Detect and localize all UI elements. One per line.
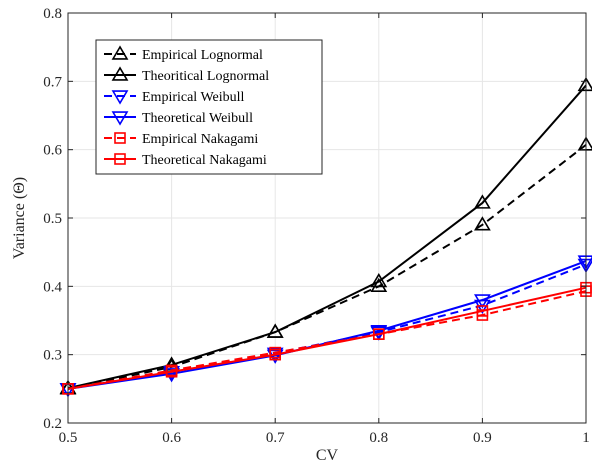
data-point [370,277,388,293]
data-point [474,194,491,209]
series-line [67,286,587,390]
series-layer [59,76,592,398]
y-tick-label: 0.3 [43,348,62,364]
data-point [476,305,489,317]
series-theoretical-nakagami [62,281,592,395]
legend-label: Theoritical Lognormal [142,69,269,84]
y-axis-label: Variance (Θ) [11,177,28,259]
y-tick-label: 0.5 [43,211,62,227]
data-point [370,325,388,340]
legend-marker [111,90,129,105]
legend-label: Theoretical Weibull [142,111,253,126]
legend-label: Empirical Lognormal [142,48,263,63]
series-empirical-lognormal [59,136,592,395]
legend-entry: Theoritical Lognormal [104,66,269,84]
y-tick-label: 0.6 [43,143,62,159]
series-line [67,290,587,390]
x-tick-label: 0.6 [162,430,181,446]
y-tick-label: 0.2 [43,416,62,432]
series-theoretical-weibull [59,255,592,398]
data-point [269,348,282,361]
legend-box [95,39,323,175]
x-tick-label: 1 [582,430,590,446]
legend-label: Empirical Nakagami [142,132,258,147]
legend-marker [111,66,129,81]
legend-entry: Empirical Weibull [104,90,245,105]
series-line [67,260,587,390]
legend-label: Empirical Weibull [142,90,245,105]
legend-entry: Theoretical Weibull [104,111,253,126]
data-point [370,272,388,288]
x-tick-label: 0.8 [369,430,388,446]
data-point [474,294,491,309]
x-axis-label: CV [316,447,339,464]
series-line [67,84,587,390]
x-tick-label: 0.5 [59,430,78,446]
y-tick-label: 0.4 [43,279,62,295]
legend: Empirical Lognormal Theoritical Lognormal… [95,39,323,175]
legend-marker [114,153,126,165]
legend-entry: Empirical Lognormal [104,45,263,63]
legend-marker [111,45,129,60]
y-tick-label: 0.8 [43,6,62,22]
legend-marker [114,132,126,144]
legend-marker [111,111,129,126]
data-point [165,365,178,378]
y-tick-label: 0.7 [43,74,62,90]
tick-labels: 0.5 0.6 0.7 0.8 0.9 1 0.2 0.3 0.4 0.5 0.6 0.7 0.8 [43,6,590,446]
x-tick-label: 0.7 [266,430,285,446]
data-point [372,328,385,340]
legend-entry: Empirical Nakagami [104,132,258,147]
data-point [474,216,491,231]
legend-label: Theoretical Nakagami [142,153,267,168]
x-tick-label: 0.9 [473,430,492,446]
legend-entry: Theoretical Nakagami [104,153,267,168]
data-point [266,323,284,338]
series-line [67,144,587,390]
series-empirical-weibull [59,258,592,398]
